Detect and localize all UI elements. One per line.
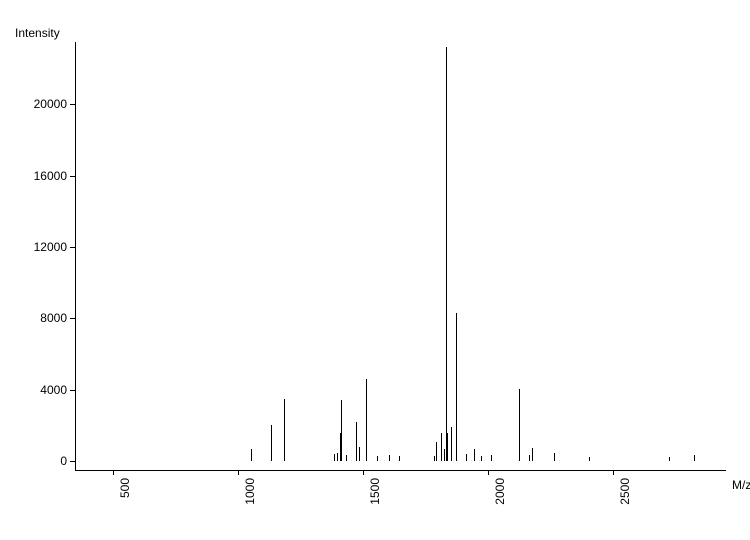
y-tick bbox=[70, 461, 75, 462]
y-tick bbox=[70, 390, 75, 391]
spectrum-peak bbox=[434, 456, 435, 461]
y-tick-label: 4000 bbox=[17, 383, 67, 397]
x-tick bbox=[488, 470, 489, 475]
y-tick bbox=[70, 247, 75, 248]
spectrum-peak bbox=[529, 455, 530, 461]
y-axis-label: Intensity bbox=[15, 26, 60, 40]
spectrum-peak bbox=[446, 47, 447, 461]
spectrum-peak bbox=[451, 427, 452, 461]
spectrum-peak bbox=[359, 447, 360, 461]
spectrum-peak bbox=[284, 399, 285, 461]
x-tick-label: 500 bbox=[118, 478, 132, 508]
spectrum-peak bbox=[337, 453, 338, 461]
y-tick-label: 20000 bbox=[17, 97, 67, 111]
spectrum-peak bbox=[532, 448, 533, 461]
spectrum-peak bbox=[474, 449, 475, 461]
spectrum-peak bbox=[456, 313, 457, 461]
spectrum-peak bbox=[251, 449, 252, 461]
y-tick bbox=[70, 104, 75, 105]
y-tick-label: 0 bbox=[17, 454, 67, 468]
spectrum-peak bbox=[589, 457, 590, 461]
y-tick-label: 12000 bbox=[17, 240, 67, 254]
chart-container: Intensity M/z 0 4000 8000 12000 16000 20000 50… bbox=[0, 0, 750, 540]
spectrum-peak bbox=[466, 454, 467, 461]
spectrum-peak bbox=[377, 456, 378, 461]
y-tick bbox=[70, 318, 75, 319]
spectrum-peak bbox=[346, 455, 347, 461]
spectrum-peak bbox=[366, 379, 367, 461]
x-tick bbox=[363, 470, 364, 475]
spectrum-peak bbox=[444, 449, 445, 461]
x-tick-label: 1000 bbox=[243, 478, 257, 508]
spectrum-peak bbox=[447, 433, 448, 462]
spectrum-peak bbox=[356, 422, 357, 461]
spectrum-peak bbox=[436, 442, 437, 461]
spectrum-peak bbox=[441, 433, 442, 461]
x-tick-label: 1500 bbox=[368, 478, 382, 508]
x-tick bbox=[113, 470, 114, 475]
y-tick-label: 8000 bbox=[17, 311, 67, 325]
spectrum-peak bbox=[491, 455, 492, 461]
spectrum-peak bbox=[341, 400, 342, 461]
x-tick-label: 2000 bbox=[493, 478, 507, 508]
plot-area bbox=[75, 42, 726, 471]
x-axis-label: M/z bbox=[732, 478, 750, 492]
y-tick-label: 16000 bbox=[17, 169, 67, 183]
x-tick bbox=[238, 470, 239, 475]
spectrum-peak bbox=[334, 454, 335, 461]
spectrum-peak bbox=[481, 456, 482, 461]
x-tick bbox=[613, 470, 614, 475]
spectrum-peak bbox=[554, 453, 555, 461]
x-tick-label: 2500 bbox=[618, 478, 632, 508]
y-tick bbox=[70, 176, 75, 177]
spectrum-peak bbox=[271, 425, 272, 462]
spectrum-peak bbox=[519, 389, 520, 461]
spectrum-peak bbox=[389, 455, 390, 461]
spectrum-peak bbox=[669, 457, 670, 461]
spectrum-peak bbox=[694, 455, 695, 461]
spectrum-peak bbox=[399, 456, 400, 461]
